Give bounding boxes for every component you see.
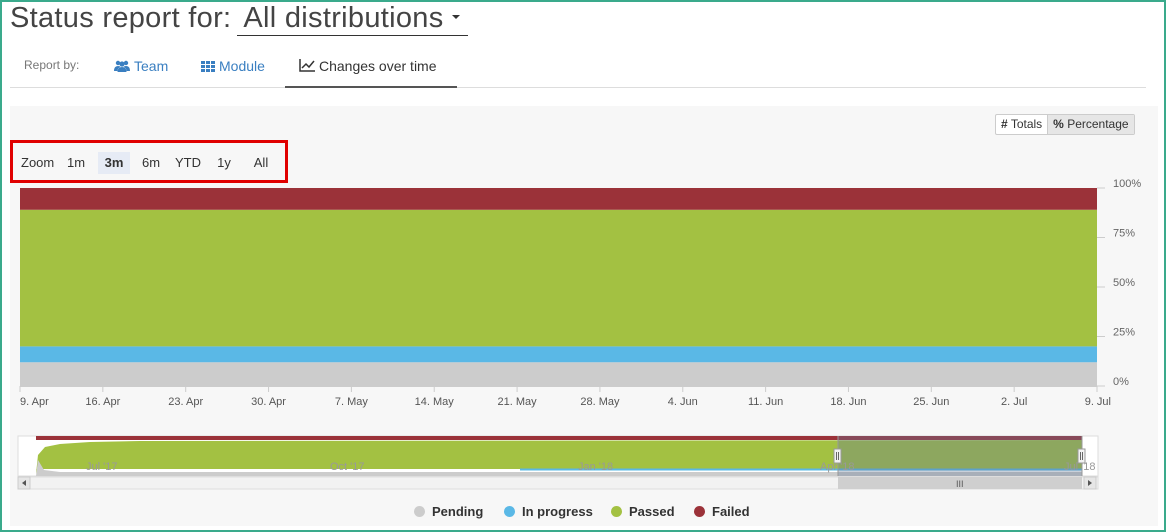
tab-changes-label: Changes over time [319, 58, 437, 74]
scrollbar-thumb[interactable] [838, 477, 1082, 489]
line-chart-icon [299, 47, 315, 87]
y-tick-label: 0% [1113, 376, 1129, 388]
y-tick-label: 75% [1113, 228, 1135, 240]
x-tick-label: 9. Jul [1085, 396, 1111, 408]
navigator-area-passed [36, 440, 1082, 474]
failed-dot-icon [694, 506, 705, 517]
legend-item-failed[interactable]: Failed [694, 504, 750, 519]
in-progress-dot-icon [504, 506, 515, 517]
tab-team-label: Team [134, 58, 169, 74]
x-tick-label: 23. Apr [168, 396, 203, 408]
x-tick-label: 14. May [415, 396, 455, 408]
main-plot [20, 188, 1097, 386]
legend-label-passed: Passed [629, 504, 675, 519]
zoom-6m-button[interactable]: 6m [141, 155, 161, 170]
y-tick-label: 50% [1113, 277, 1135, 289]
zoom-all-button[interactable]: All [253, 155, 269, 170]
view-toggle: # Totals % Percentage [995, 114, 1135, 135]
arrow-right-icon [1088, 480, 1092, 486]
legend-item-pending[interactable]: Pending [414, 504, 483, 519]
zoom-3m-button[interactable]: 3m [98, 152, 130, 174]
x-tick-label: 18. Jun [830, 396, 866, 408]
y-tick-label: 25% [1113, 327, 1135, 339]
percentage-label: Percentage [1067, 117, 1129, 131]
zoom-label: Zoom [21, 155, 55, 170]
report-by-label: Report by: [24, 58, 80, 72]
x-tick-label: 4. Jun [668, 396, 698, 408]
navigator[interactable]: Jul '17 Oct '17 Jan '18 Apr '18 Jul '18 III [17, 435, 1099, 490]
navigator-x-label: Jan '18 [578, 461, 613, 473]
y-axis: 100% 75% 50% 25% 0% [1097, 178, 1141, 388]
page-title: Status report for: All distributions [10, 2, 468, 36]
totals-label: Totals [1010, 117, 1043, 131]
legend-item-in-progress[interactable]: In progress [504, 504, 593, 519]
legend-item-passed[interactable]: Passed [611, 504, 675, 519]
series-area-failed [20, 188, 1097, 210]
zoom-selector: Zoom 1m 3m 6m YTD 1y All [10, 140, 288, 183]
zoom-1y-button[interactable]: 1y [217, 155, 231, 170]
navigator-area-failed [36, 436, 1082, 440]
x-tick-label: 9. Apr [20, 396, 49, 408]
scrollbar-grip-icon: III [956, 479, 964, 489]
x-tick-label: 25. Jun [913, 396, 949, 408]
users-icon [114, 47, 130, 87]
zoom-1m-button[interactable]: 1m [66, 155, 86, 170]
hash-icon: # [1001, 117, 1008, 131]
x-tick-label: 16. Apr [85, 396, 120, 408]
distribution-value: All distributions [243, 2, 444, 34]
navigator-selection [838, 436, 1082, 476]
passed-dot-icon [611, 506, 622, 517]
chart-legend: Pending In progress Passed Failed [0, 504, 1166, 524]
tab-module[interactable]: Module [187, 46, 279, 88]
navigator-x-label: Jul '17 [86, 461, 117, 473]
x-tick-label: 28. May [580, 396, 620, 408]
grid-icon [201, 47, 215, 87]
report-tabs: Report by: Team Module Changes over time [10, 46, 1146, 88]
x-tick-label: 2. Jul [1001, 396, 1027, 408]
navigator-x-label: Jul '18 [1064, 461, 1095, 473]
series-area-in-progress [20, 346, 1097, 363]
series-area-passed [20, 209, 1097, 347]
navigator-right-handle[interactable] [1077, 448, 1086, 464]
tab-team[interactable]: Team [100, 46, 182, 88]
navigator-x-label: Apr '18 [820, 461, 855, 473]
y-tick-label: 100% [1113, 178, 1141, 190]
arrow-left-icon [22, 480, 26, 486]
distribution-dropdown[interactable]: All distributions [237, 2, 468, 36]
series-area-pending [20, 362, 1097, 386]
tab-changes-over-time[interactable]: Changes over time [285, 46, 457, 88]
navigator-x-label: Oct '17 [330, 461, 365, 473]
percentage-button[interactable]: % Percentage [1047, 115, 1134, 134]
x-tick-label: 21. May [498, 396, 538, 408]
legend-label-in-progress: In progress [522, 504, 593, 519]
navigator-area-pending [36, 460, 1082, 476]
title-prefix: Status report for: [10, 2, 232, 34]
percent-icon: % [1053, 117, 1064, 131]
legend-label-pending: Pending [432, 504, 484, 519]
x-axis: 9. Apr 16. Apr 23. Apr 30. Apr 7. May 14. May… [19, 386, 1111, 408]
tab-module-label: Module [219, 58, 265, 74]
navigator-left-handle[interactable] [833, 448, 842, 464]
x-tick-label: 7. May [335, 396, 369, 408]
zoom-ytd-button[interactable]: YTD [175, 155, 201, 170]
totals-button[interactable]: # Totals [996, 115, 1047, 134]
x-tick-label: 30. Apr [251, 396, 286, 408]
legend-label-failed: Failed [712, 504, 750, 519]
x-tick-label: 11. Jun [748, 396, 783, 408]
pending-dot-icon [414, 506, 425, 517]
caret-down-icon [451, 15, 460, 20]
